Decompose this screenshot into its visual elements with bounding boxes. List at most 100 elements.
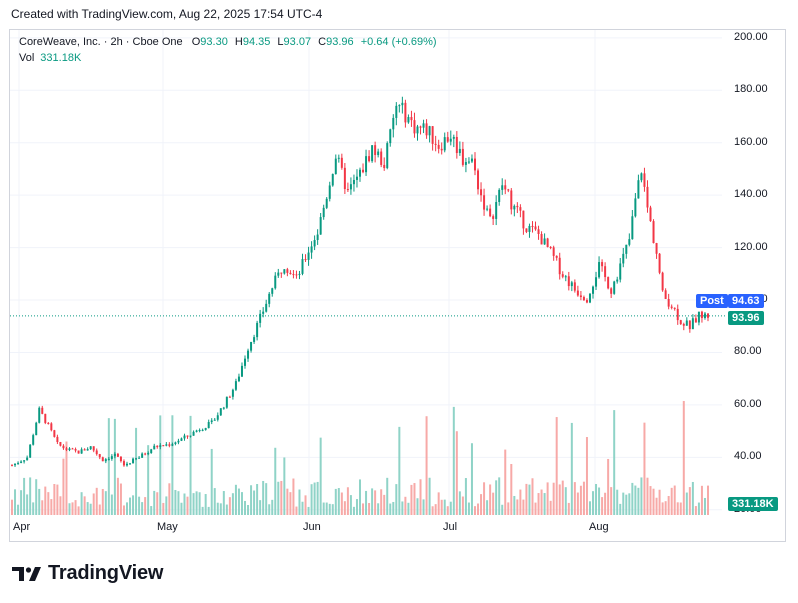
volume-bar — [610, 487, 613, 515]
volume-bar — [362, 503, 365, 515]
volume-bar — [564, 487, 567, 515]
price-tick-label: 40.00 — [734, 450, 762, 463]
candle-body — [201, 429, 204, 431]
candle-body — [679, 320, 682, 325]
candle-body — [177, 440, 180, 443]
candle-body — [625, 244, 628, 254]
candle-body — [74, 449, 77, 451]
candle-body — [313, 239, 316, 247]
candle-body — [286, 269, 289, 273]
chart-pane[interactable] — [9, 29, 786, 542]
candle-body — [555, 255, 558, 258]
volume-bar — [101, 488, 104, 515]
candle-body — [473, 158, 476, 171]
volume-bar — [228, 497, 231, 515]
volume-bar — [38, 488, 41, 515]
candle-body — [501, 185, 504, 190]
volume-bar — [504, 449, 507, 515]
volume-bar — [425, 416, 428, 515]
candle-body — [50, 423, 53, 431]
candle-body — [125, 463, 128, 466]
candle-body — [628, 239, 631, 245]
volume-bar — [470, 443, 473, 515]
candle-body — [570, 282, 573, 287]
candle-body — [316, 234, 319, 240]
candle-body — [113, 453, 116, 457]
volume-tag: 331.18K — [728, 497, 778, 511]
volume-bar — [516, 499, 519, 515]
volume-bar — [29, 477, 32, 515]
candle-body — [219, 408, 222, 416]
volume-bar — [540, 489, 543, 515]
candle-body — [38, 407, 41, 423]
volume-bar — [337, 488, 340, 515]
candle-body — [325, 198, 328, 208]
candle-body — [322, 207, 325, 218]
volume-bar — [316, 481, 319, 515]
volume-bar — [552, 482, 555, 515]
candle-body — [304, 259, 307, 261]
volume-bar — [116, 477, 119, 515]
candle-body — [195, 430, 198, 432]
candle-body — [292, 274, 295, 276]
grid-lines — [10, 30, 722, 515]
candle-body — [59, 442, 62, 446]
volume-bar — [707, 485, 709, 515]
candle-body — [168, 444, 171, 446]
volume-bar — [495, 480, 498, 515]
volume-bar — [558, 484, 561, 515]
volume-bar — [244, 500, 247, 515]
candle-body — [253, 337, 256, 342]
candle-body — [129, 463, 132, 465]
brand-name: TradingView — [48, 562, 164, 584]
candle-body — [359, 169, 361, 177]
candle-body — [461, 148, 464, 165]
candle-body — [86, 449, 89, 451]
low-label: L — [277, 36, 284, 48]
volume-bar — [147, 445, 150, 515]
candle-body — [631, 216, 634, 240]
candle-body — [404, 102, 407, 123]
volume-bar — [498, 477, 501, 515]
candle-body — [552, 247, 555, 256]
volume-bar — [464, 478, 467, 515]
candle-body — [204, 428, 207, 430]
candle-body — [156, 445, 159, 448]
volume-bar — [59, 496, 62, 515]
volume-bar — [23, 477, 26, 515]
candle-body — [431, 126, 434, 144]
volume-bar — [352, 506, 355, 515]
volume-bar — [349, 495, 352, 515]
volume-bar — [377, 503, 380, 515]
volume-bar — [150, 506, 153, 515]
candle-body — [119, 456, 122, 462]
volume-bar — [592, 491, 595, 515]
price-tick-label: 80.00 — [734, 345, 762, 358]
volume-bar — [14, 489, 17, 515]
candle-body — [237, 376, 240, 382]
volume-bar — [437, 492, 440, 515]
candle-body — [283, 269, 286, 274]
change-value: +0.64 (+0.69%) — [360, 36, 437, 48]
volume-bar — [537, 493, 540, 515]
candle-body — [579, 295, 582, 298]
last-price-tag: 93.96 — [728, 311, 764, 325]
volume-bar — [486, 500, 489, 515]
volume-bar — [174, 489, 177, 515]
volume-bar — [579, 485, 582, 515]
candle-body — [697, 311, 700, 323]
volume-bar — [310, 484, 313, 515]
volume-bar — [616, 489, 619, 515]
volume-bar — [386, 477, 389, 515]
volume-bar — [207, 506, 210, 515]
candle-body — [71, 448, 74, 450]
volume-bar — [501, 504, 504, 515]
candle-body — [180, 438, 183, 441]
volume-bar — [582, 481, 585, 515]
candle-body — [685, 320, 688, 326]
candle-body — [607, 277, 610, 289]
candle-body — [483, 195, 486, 210]
candle-body — [32, 435, 35, 445]
candle-body — [250, 341, 253, 351]
